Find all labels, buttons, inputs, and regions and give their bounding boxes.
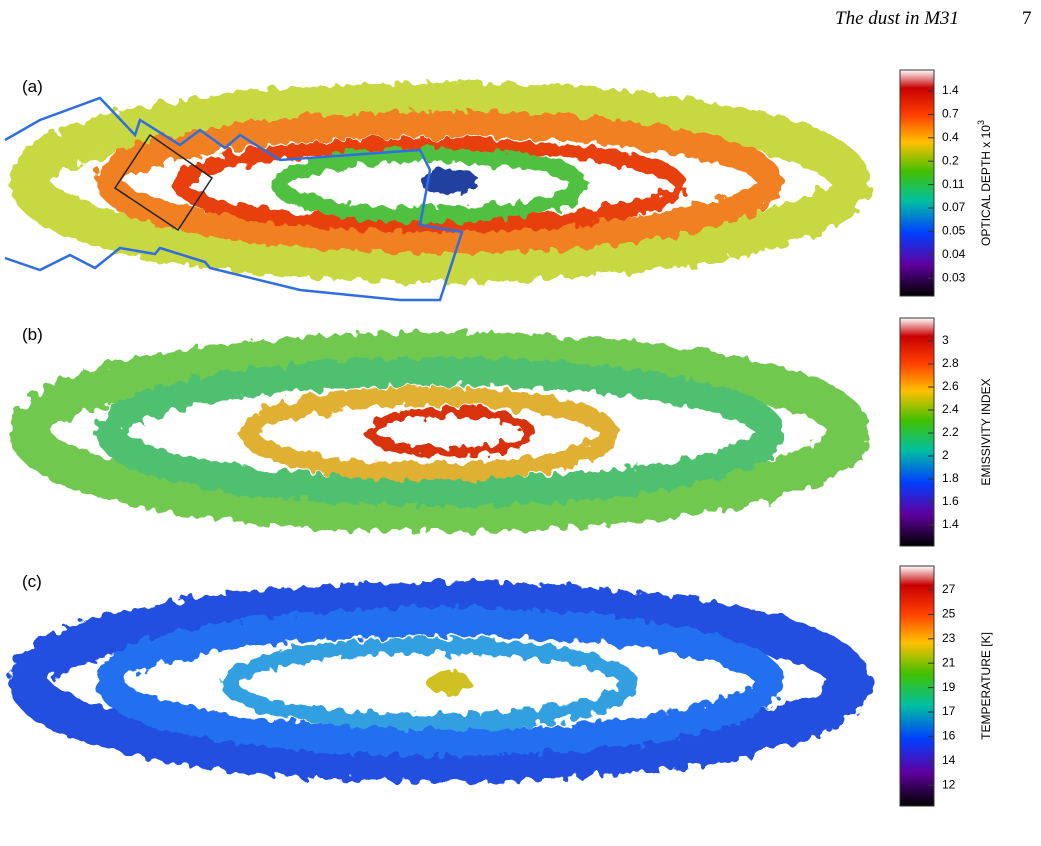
coverage-outline (4, 96, 464, 302)
map-temperature (10, 582, 870, 782)
colorbar (899, 69, 935, 297)
colorbar-tick-label: 27 (942, 582, 956, 596)
colorbar-tick-label: 0.05 (942, 224, 966, 238)
colorbar-tick-label: 0.4 (942, 130, 959, 144)
colorbar-tick-label: 2.8 (942, 356, 959, 370)
colorbar-tick-label: 19 (942, 680, 956, 694)
colorbar-title-text: TEMPERATURE [K] (979, 632, 993, 740)
colorbar (899, 317, 935, 547)
colorbar-title: TEMPERATURE [K] (979, 632, 993, 740)
colorbar (899, 565, 935, 807)
colorbar-tick-label: 16 (942, 729, 956, 743)
colorbar-tick-label: 2.4 (942, 402, 959, 416)
colorbar-tick-label: 1.4 (942, 517, 959, 531)
colorbar-tick-label: 0.2 (942, 153, 959, 167)
colorbar-tick-label: 21 (942, 655, 956, 669)
colorbar-tick-label: 0.07 (942, 200, 966, 214)
colorbar-tick-label: 2.2 (942, 425, 959, 439)
panel-label: (a) (22, 77, 43, 96)
field-box (113, 133, 214, 232)
panel-label: (b) (22, 325, 43, 344)
colorbar-tick-label: 0.7 (942, 107, 959, 121)
colorbar-tick-label: 0.11 (942, 177, 965, 191)
colorbar-tick-label: 2 (942, 448, 949, 462)
colorbar-tick-label: 1.4 (942, 83, 959, 97)
colorbar-tick-label: 14 (942, 753, 956, 767)
panel-label: (c) (22, 572, 42, 591)
map-emissivity-index (10, 332, 870, 532)
colorbar-title: EMISSIVITY INDEX (979, 378, 993, 485)
colorbar-tick-label: 1.8 (942, 471, 959, 485)
colorbar-tick-label: 1.6 (942, 494, 959, 508)
colorbar-tick-label: 0.04 (942, 247, 966, 261)
colorbar-tick-label: 2.6 (942, 379, 959, 393)
colorbar-title-sup: 3 (976, 120, 986, 125)
map-optical-depth (10, 82, 870, 282)
colorbar-title: OPTICAL DEPTH x 103 (976, 120, 993, 246)
colorbar-tick-label: 25 (942, 607, 956, 621)
colorbar-title-text: EMISSIVITY INDEX (979, 378, 993, 485)
page-number: 7 (1022, 8, 1032, 29)
colorbar-tick-label: 17 (942, 704, 956, 718)
colorbar-tick-label: 12 (942, 777, 956, 791)
colorbar-title-text: OPTICAL DEPTH x 10 (979, 125, 993, 246)
running-title: The dust in M31 (835, 8, 959, 29)
colorbar-tick-label: 23 (942, 631, 956, 645)
colorbar-tick-label: 0.03 (942, 270, 966, 284)
colorbar-tick-label: 3 (942, 333, 949, 347)
